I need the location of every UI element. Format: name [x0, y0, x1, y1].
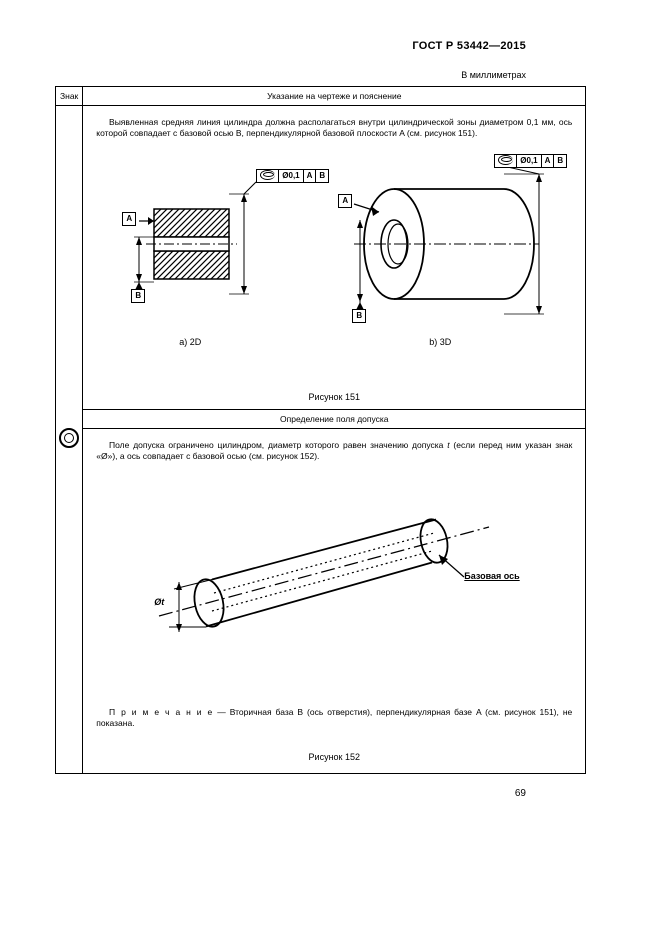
datum-ref-a: A — [304, 170, 317, 182]
tolerance-value: Ø0,1 — [517, 155, 541, 167]
text-span: Поле допуска ограничено цилиндром, диаме… — [109, 440, 447, 450]
diameter-label: Øt — [154, 597, 164, 607]
subfigure-label-a: a) 2D — [179, 337, 201, 347]
axis-label: Базовая ось — [464, 571, 519, 581]
figure-152: Øt Базовая ось — [84, 477, 584, 707]
table-row: Выявленная средняя линия цилиндра должна… — [56, 106, 586, 410]
concentricity-symbol-icon — [59, 428, 79, 448]
datum-ref-b: B — [554, 155, 566, 167]
figure-151: Ø0,1 A B Ø0,1 A B A A B — [84, 154, 584, 384]
subfigure-label-b: b) 3D — [429, 337, 451, 347]
document-number: ГОСТ Р 53442—2015 — [55, 40, 526, 52]
col-header-sign: Знак — [56, 87, 83, 106]
subheader-cell: Определение поля допуска — [83, 409, 586, 428]
page-number: 69 — [55, 788, 526, 799]
datum-ref-b: B — [316, 170, 328, 182]
sign-cell — [56, 106, 83, 774]
concentricity-icon — [260, 170, 275, 180]
note-label: П р и м е ч а н и е — [109, 707, 213, 717]
figure-151-caption: Рисунок 151 — [84, 392, 584, 402]
datum-box-a-2d: A — [122, 212, 136, 226]
datum-ref-a: A — [542, 155, 555, 167]
note-paragraph: П р и м е ч а н и е — Вторичная база B (… — [96, 707, 572, 730]
tolerance-value: Ø0,1 — [279, 170, 303, 182]
col-header-desc: Указание на чертеже и пояснение — [83, 87, 586, 106]
datum-box-a-3d: A — [338, 194, 352, 208]
figure-152-cell: Поле допуска ограничено цилиндром, диаме… — [83, 428, 586, 773]
units-label: В миллиметрах — [55, 70, 526, 80]
table-header-row: Знак Указание на чертеже и пояснение — [56, 87, 586, 106]
main-table: Знак Указание на чертеже и пояснение Выя… — [55, 86, 586, 774]
concentricity-icon — [498, 155, 513, 165]
table-row: Поле допуска ограничено цилиндром, диаме… — [56, 428, 586, 773]
paragraph-2: Поле допуска ограничено цилиндром, диаме… — [96, 440, 572, 463]
page-container: ГОСТ Р 53442—2015 В миллиметрах Знак Ука… — [0, 0, 566, 829]
figure-151-cell: Выявленная средняя линия цилиндра должна… — [83, 106, 586, 410]
figure-152-caption: Рисунок 152 — [84, 752, 584, 762]
tolerance-callout-2d: Ø0,1 A B — [256, 169, 329, 183]
tolerance-callout-3d: Ø0,1 A B — [494, 154, 567, 168]
datum-box-b-3d: B — [352, 309, 366, 323]
figure-151-svg — [84, 154, 584, 354]
table-subheader-row: Определение поля допуска — [56, 409, 586, 428]
datum-box-b-2d: B — [131, 289, 145, 303]
paragraph-1: Выявленная средняя линия цилиндра должна… — [96, 117, 572, 140]
